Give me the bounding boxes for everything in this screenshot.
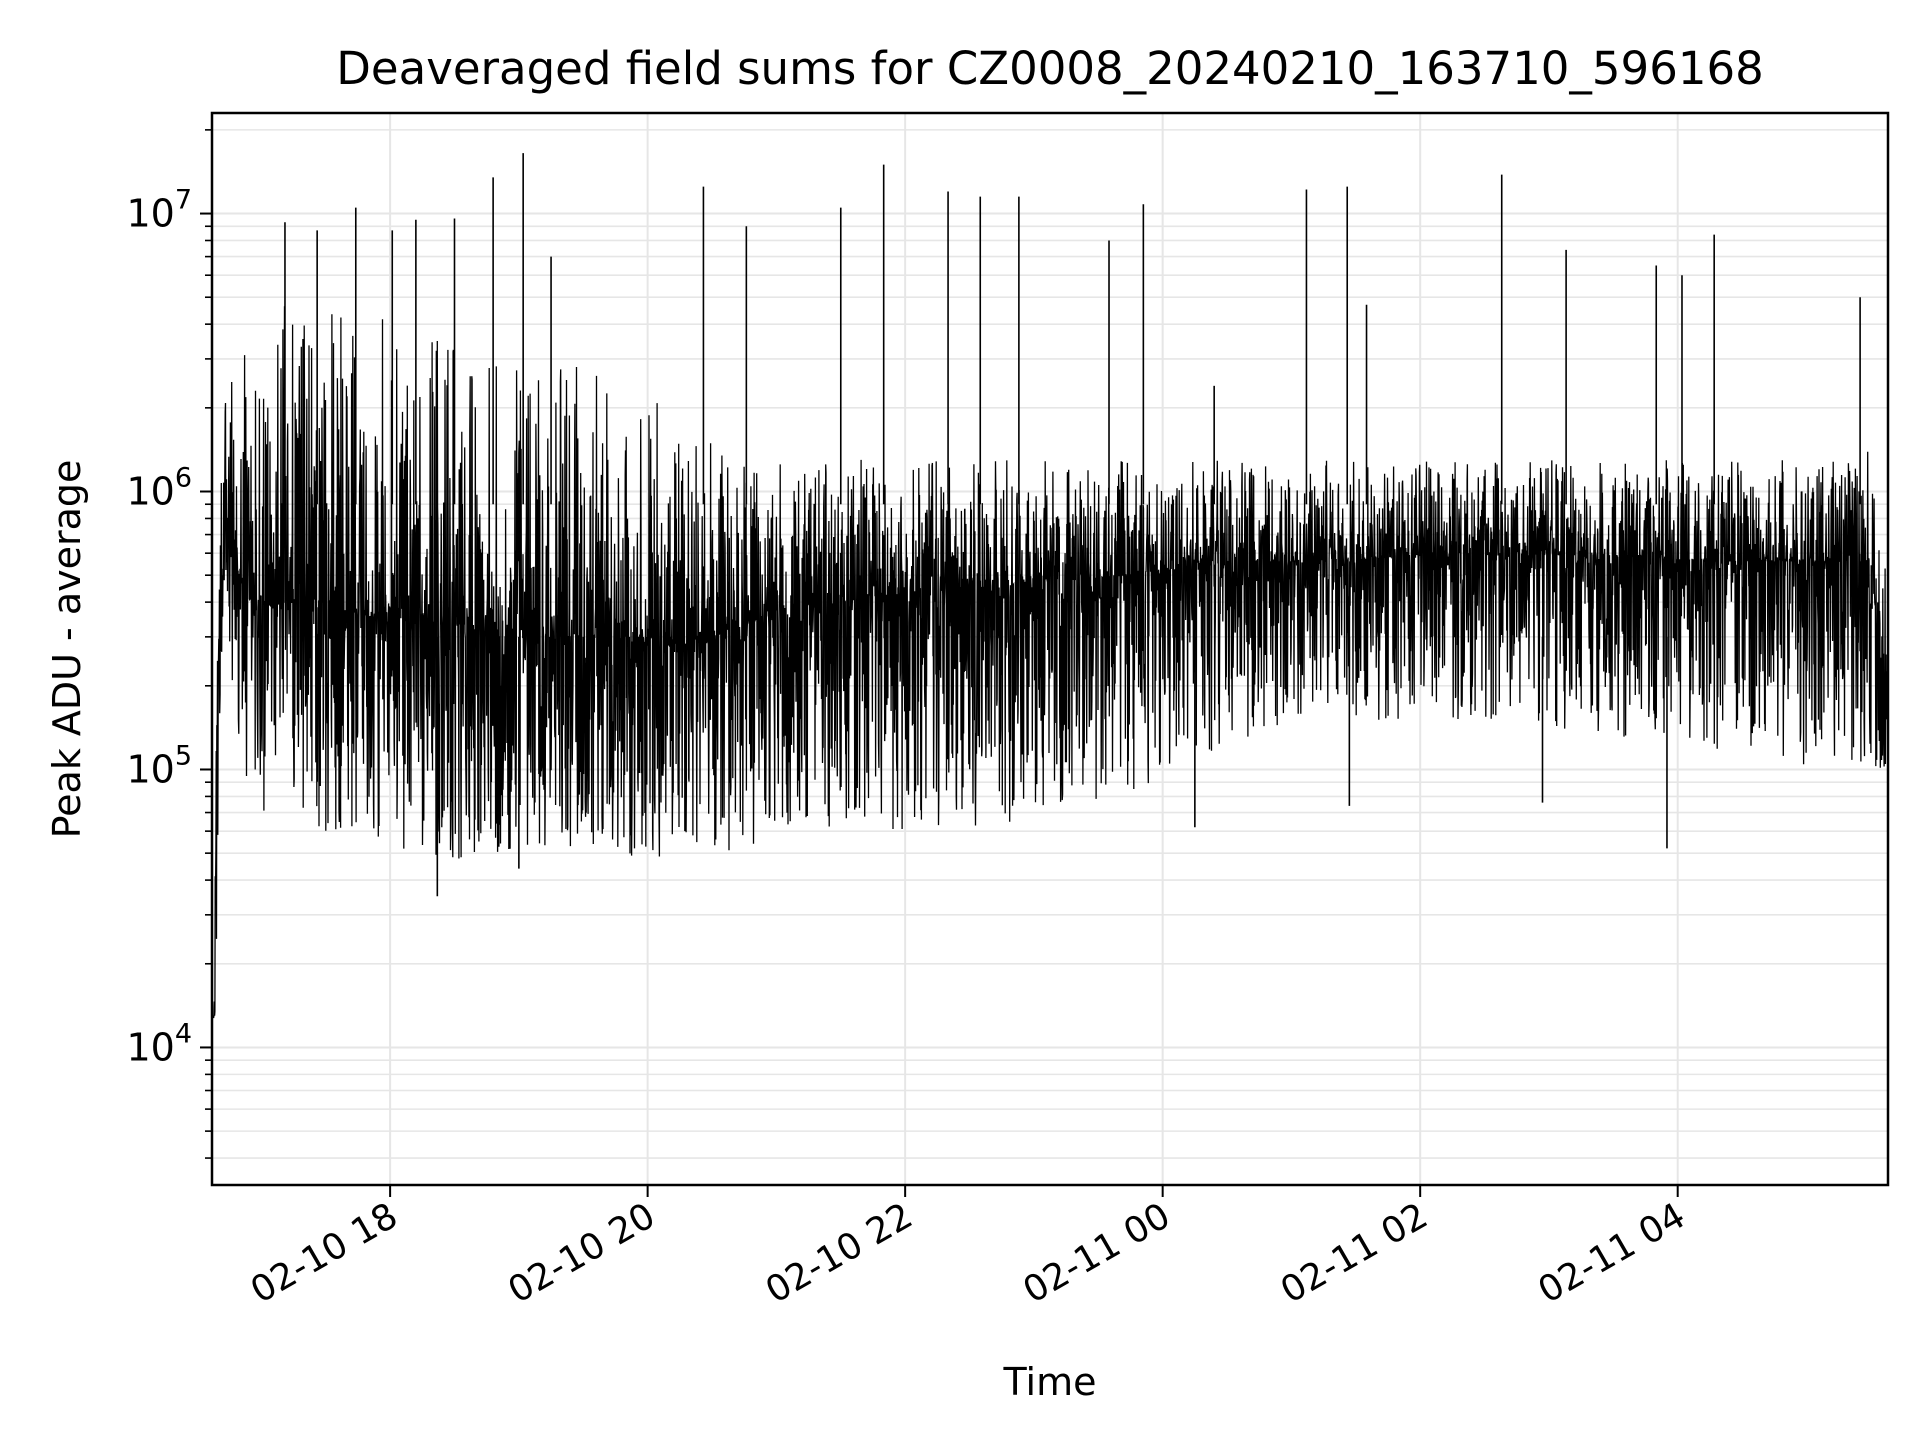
y-tick-label: 105: [126, 740, 192, 791]
y-tick-label: 106: [126, 463, 192, 514]
data-layer: [212, 153, 1889, 1019]
chart-title: Deaveraged field sums for CZ0008_2024021…: [336, 42, 1763, 95]
y-tick-label: 104: [126, 1018, 192, 1069]
series-line: [212, 306, 1889, 1019]
y-axis: 104 105 106 107: [126, 129, 212, 1159]
x-axis-label: Time: [1003, 1360, 1097, 1404]
y-tick-label: 107: [126, 185, 192, 236]
y-axis-label: Peak ADU - average: [45, 460, 89, 839]
plot-frame: [210, 111, 1890, 1187]
